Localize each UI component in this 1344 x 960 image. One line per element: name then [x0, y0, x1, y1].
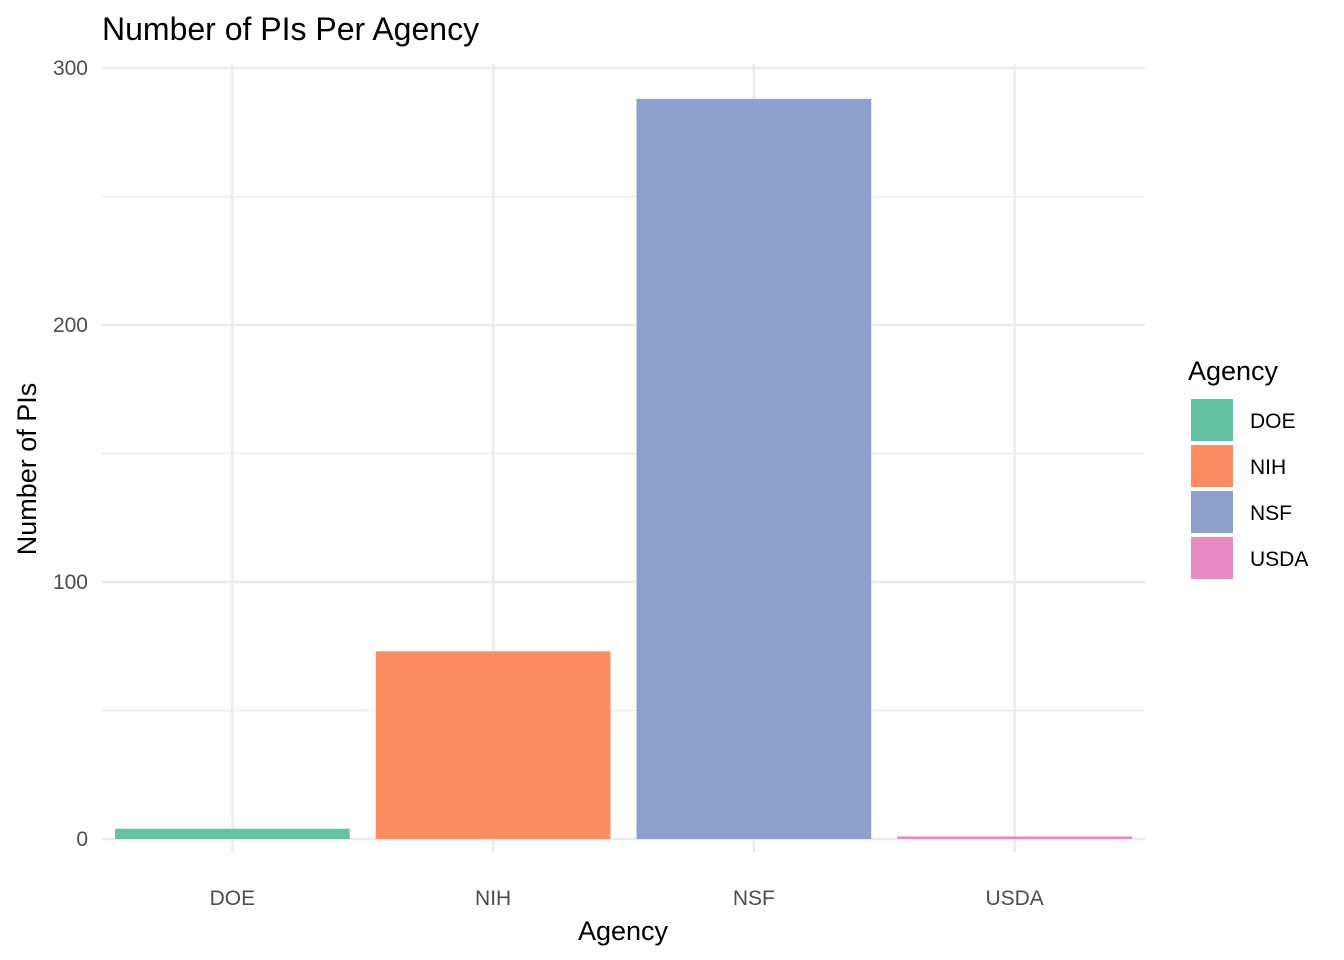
x-tick-label: NIH: [475, 887, 511, 910]
legend-title: Agency: [1188, 356, 1279, 386]
legend-label: USDA: [1250, 548, 1308, 571]
legend-label: NSF: [1250, 502, 1292, 525]
legend-label: NIH: [1250, 456, 1286, 479]
bars: [115, 98, 1132, 840]
y-tick-label: 200: [53, 314, 88, 337]
legend: Agency DOE NIH NSF USDA: [1188, 356, 1308, 579]
x-axis-title: Agency: [578, 916, 669, 946]
y-tick-label: 0: [76, 828, 88, 851]
y-tick-label: 300: [53, 57, 88, 80]
legend-swatch-usda: [1191, 537, 1233, 579]
chart-title: Number of PIs Per Agency: [102, 11, 479, 47]
bar-nih: [375, 651, 611, 839]
y-axis-ticks: 0 100 200 300: [53, 57, 88, 851]
x-tick-label: USDA: [985, 887, 1043, 910]
legend-label: DOE: [1250, 410, 1296, 433]
grid: [102, 64, 1145, 852]
bar-doe: [115, 828, 350, 839]
legend-swatch-doe: [1191, 399, 1233, 441]
y-tick-label: 100: [53, 571, 88, 594]
x-tick-label: DOE: [210, 887, 256, 910]
bar-nsf: [636, 98, 872, 840]
legend-swatch-nsf: [1191, 491, 1233, 533]
bar-usda: [897, 836, 1132, 839]
legend-items: DOE NIH NSF USDA: [1191, 399, 1308, 579]
x-tick-label: NSF: [733, 887, 775, 910]
legend-swatch-nih: [1191, 445, 1233, 487]
y-axis-title: Number of PIs: [12, 383, 42, 556]
x-axis-ticks: DOE NIH NSF USDA: [210, 887, 1044, 910]
